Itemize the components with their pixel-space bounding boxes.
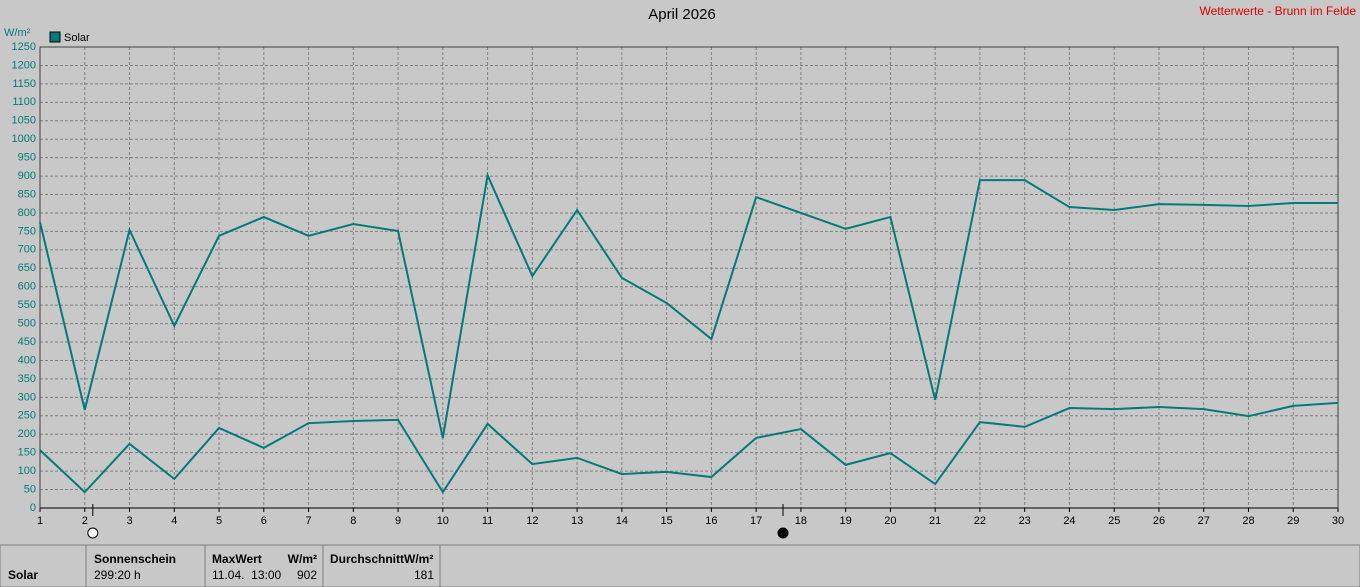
y-axis-label: W/m² xyxy=(4,27,31,39)
x-tick-label: 12 xyxy=(526,515,538,527)
x-tick-label: 16 xyxy=(705,515,717,527)
y-tick-label: 250 xyxy=(18,410,36,422)
y-tick-label: 600 xyxy=(18,281,36,293)
stats-value: 902 xyxy=(297,568,317,582)
y-tick-label: 150 xyxy=(18,447,36,459)
x-tick-label: 5 xyxy=(216,515,222,527)
y-tick-label: 700 xyxy=(18,244,36,256)
x-tick-label: 1 xyxy=(37,515,43,527)
y-tick-label: 400 xyxy=(18,354,36,366)
y-tick-label: 950 xyxy=(18,152,36,164)
x-tick-label: 29 xyxy=(1287,515,1299,527)
y-tick-label: 450 xyxy=(18,336,36,348)
y-tick-label: 300 xyxy=(18,391,36,403)
stats-value: 181 xyxy=(414,568,434,582)
stats-header: MaxWert xyxy=(212,552,262,566)
moon-marker xyxy=(87,527,99,539)
x-tick-label: 2 xyxy=(82,515,88,527)
x-tick-label: 27 xyxy=(1198,515,1210,527)
y-tick-label: 1000 xyxy=(12,133,36,145)
source-label: Wetterwerte - Brunn im Felde xyxy=(1200,4,1357,18)
x-tick-label: 23 xyxy=(1019,515,1031,527)
x-tick-label: 4 xyxy=(171,515,177,527)
moon-marker xyxy=(777,527,789,539)
x-tick-label: 20 xyxy=(884,515,896,527)
stats-header: DurchschnittW/m² xyxy=(330,552,433,566)
x-tick-label: 28 xyxy=(1242,515,1254,527)
y-tick-label: 350 xyxy=(18,373,36,385)
legend-swatch xyxy=(49,31,61,43)
y-tick-label: 200 xyxy=(18,428,36,440)
x-tick-label: 15 xyxy=(660,515,672,527)
x-tick-label: 6 xyxy=(261,515,267,527)
y-tick-label: 500 xyxy=(18,318,36,330)
x-tick-label: 19 xyxy=(840,515,852,527)
y-tick-label: 1050 xyxy=(12,115,36,127)
y-tick-label: 100 xyxy=(18,465,36,477)
y-tick-label: 800 xyxy=(18,207,36,219)
stats-value: 11.04. 13:00 xyxy=(212,568,281,582)
stats-header: Sonnenschein xyxy=(94,552,176,566)
y-tick-label: 1100 xyxy=(12,96,36,108)
x-tick-label: 9 xyxy=(395,515,401,527)
data-line xyxy=(39,401,1339,495)
y-tick-label: 1150 xyxy=(12,78,36,90)
x-tick-label: 18 xyxy=(795,515,807,527)
y-tick-label: 1250 xyxy=(12,41,36,53)
x-tick-label: 21 xyxy=(929,515,941,527)
chart-title: April 2026 xyxy=(648,6,716,23)
x-tick-label: 17 xyxy=(750,515,762,527)
x-tick-label: 22 xyxy=(974,515,986,527)
x-tick-label: 3 xyxy=(126,515,132,527)
x-tick-label: 14 xyxy=(616,515,628,527)
x-tick-label: 24 xyxy=(1063,515,1075,527)
x-tick-label: 10 xyxy=(437,515,449,527)
y-tick-label: 0 xyxy=(30,502,36,514)
y-tick-label: 50 xyxy=(24,483,36,495)
x-tick-label: 30 xyxy=(1332,515,1344,527)
y-tick-label: 650 xyxy=(18,262,36,274)
stats-panel xyxy=(0,544,1360,587)
y-tick-label: 750 xyxy=(18,225,36,237)
y-tick-label: 850 xyxy=(18,188,36,200)
y-tick-label: 1200 xyxy=(12,59,36,71)
y-tick-label: 900 xyxy=(18,170,36,182)
stats-header: W/m² xyxy=(288,552,317,566)
x-tick-label: 25 xyxy=(1108,515,1120,527)
stats-row-label: Solar xyxy=(8,568,38,582)
x-tick-label: 13 xyxy=(571,515,583,527)
x-tick-label: 26 xyxy=(1153,515,1165,527)
stats-value: 299:20 h xyxy=(94,568,141,582)
x-tick-label: 8 xyxy=(350,515,356,527)
data-line xyxy=(39,171,1338,439)
x-tick-label: 11 xyxy=(482,515,493,527)
legend-label: Solar xyxy=(64,32,90,44)
y-tick-label: 550 xyxy=(18,299,36,311)
x-tick-label: 7 xyxy=(305,515,311,527)
